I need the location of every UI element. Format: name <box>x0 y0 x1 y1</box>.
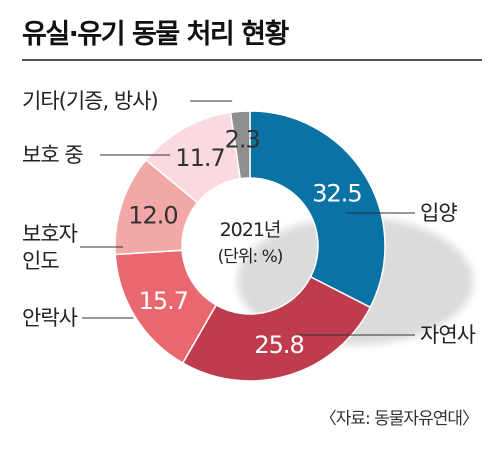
center-year: 2021년 <box>220 219 281 241</box>
value-label-1: 25.8 <box>254 331 303 359</box>
slice-0 <box>249 110 386 309</box>
slice-5 <box>229 110 251 180</box>
category-label-0: 입양 <box>420 201 457 225</box>
value-label-5: 2.3 <box>225 125 260 153</box>
chart-title: 유실·유기 동물 처리 현황 <box>22 19 289 50</box>
value-label-0: 32.5 <box>312 180 361 208</box>
category-label-1: 자연사 <box>420 323 476 347</box>
value-label-3: 12.0 <box>128 201 177 229</box>
value-label-2: 15.7 <box>139 287 188 315</box>
title-divider <box>22 59 482 61</box>
value-label-4: 11.7 <box>175 144 224 172</box>
center-unit: (단위: %) <box>218 247 283 267</box>
category-label-2: 안락사 <box>22 306 78 330</box>
source-note: 〈자료: 동물자유연대〉 <box>319 409 479 429</box>
category-label-4: 보호 중 <box>22 143 83 167</box>
category-label-5: 기타(기증, 방사) <box>22 89 158 113</box>
slice-1 <box>181 275 372 382</box>
category-label-3: 보호자 인도 <box>22 222 78 273</box>
